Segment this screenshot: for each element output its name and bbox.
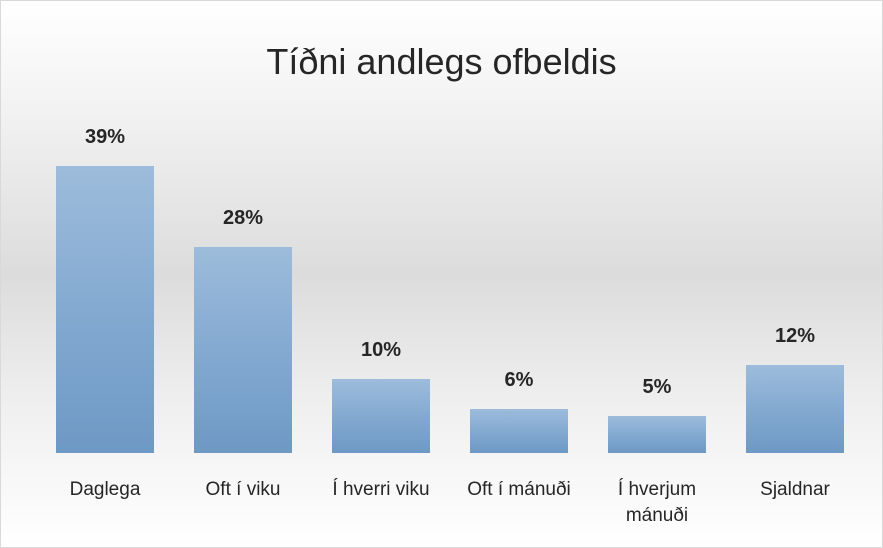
bar (194, 246, 292, 453)
x-tick-label: Sjaldnar (760, 479, 830, 500)
x-tick-label: Í hverjum mánuði (617, 479, 697, 526)
x-tick-label: Oft í viku (205, 479, 281, 500)
x-tick-label: Í hverri viku (332, 479, 430, 500)
bar (470, 408, 568, 453)
value-label: 10% (360, 339, 402, 362)
value-label: 39% (84, 126, 126, 148)
bar (746, 364, 844, 453)
value-label: 28% (222, 206, 264, 229)
bar (608, 416, 706, 453)
value-label: 12% (774, 324, 816, 347)
x-tick-label: Daglega (69, 479, 141, 500)
value-label: 6% (504, 368, 534, 391)
chart-title: Tíðni andlegs ofbeldis (266, 41, 617, 82)
x-tick-label: Oft í mánuði (467, 479, 571, 500)
bar (56, 166, 154, 453)
value-label: 5% (642, 376, 672, 399)
bar (332, 379, 430, 453)
